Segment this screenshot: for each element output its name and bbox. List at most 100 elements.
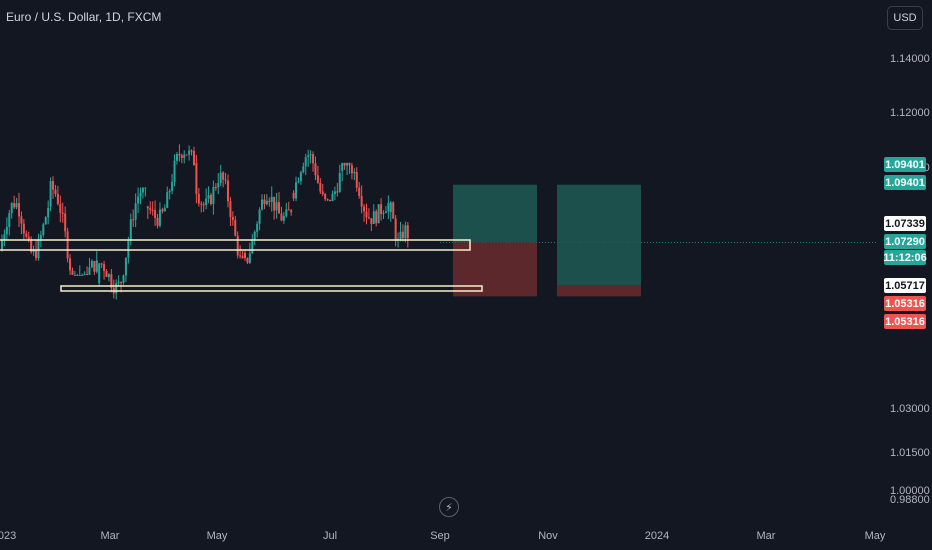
candle-body — [302, 166, 305, 173]
candle-body — [406, 225, 409, 239]
price-label-target: 1.09401 — [884, 175, 926, 190]
candle-body — [137, 196, 140, 204]
candle-body — [61, 212, 64, 214]
candle-body — [384, 211, 387, 213]
candle-body — [319, 182, 322, 192]
candle-body — [299, 172, 302, 182]
candle-body — [3, 234, 6, 241]
price-label-stop: 1.05316 — [884, 314, 926, 329]
candle-body — [209, 195, 212, 205]
candle-body — [377, 204, 380, 224]
candle-body — [285, 209, 288, 217]
candle-body — [338, 173, 341, 192]
candle-body — [151, 209, 154, 211]
candle-body — [10, 203, 13, 214]
candle-body — [175, 154, 178, 161]
candlestick-chart[interactable] — [0, 0, 878, 522]
candle-body — [129, 219, 132, 241]
candle-body — [117, 282, 120, 284]
candle-body — [241, 255, 244, 259]
symbol-title[interactable]: Euro / U.S. Dollar, 1D, FXCM — [6, 10, 162, 24]
candle-body — [287, 209, 290, 211]
candle-body — [367, 217, 370, 219]
candle-body — [100, 263, 103, 265]
candle-body — [156, 217, 159, 226]
time-tick-label: 2024 — [644, 530, 670, 542]
candle-body — [304, 157, 307, 167]
candle-body — [64, 213, 67, 232]
candle-body — [107, 274, 110, 277]
candle-body — [180, 155, 183, 158]
candle-body — [273, 196, 276, 211]
chart-area[interactable] — [0, 0, 878, 522]
price-label-neutral: 1.07339 — [884, 216, 926, 231]
candle-body — [292, 192, 295, 199]
candle-body — [202, 204, 205, 206]
candle-body — [265, 200, 268, 205]
candle-body — [248, 253, 251, 263]
candle-body — [358, 187, 361, 197]
candle-body — [333, 191, 336, 195]
currency-button[interactable]: USD — [887, 6, 923, 30]
candle-body — [329, 199, 332, 202]
time-tick-label: May — [206, 530, 228, 542]
candle-body — [18, 203, 21, 217]
candle-body — [214, 187, 217, 189]
candle-body — [350, 165, 353, 174]
time-tick-label: 2023 — [0, 530, 17, 542]
price-tick-label: 1.03000 — [890, 403, 930, 415]
price-tick-label: 0.98800 — [890, 494, 930, 506]
candle-body — [341, 162, 344, 172]
candle-body — [86, 274, 89, 276]
candle-body — [1, 240, 3, 251]
candle-body — [141, 187, 144, 193]
candle-body — [309, 154, 312, 156]
candle-body — [146, 206, 149, 209]
time-tick-label: May — [864, 530, 886, 542]
candle-body — [270, 196, 273, 203]
candle-body — [42, 224, 45, 236]
candle-body — [399, 231, 402, 239]
replay-icon[interactable]: ⚡ — [439, 497, 459, 517]
price-tick-label: 1.12000 — [890, 107, 930, 119]
candle-body — [394, 218, 397, 241]
candle-body — [280, 213, 283, 221]
candle-body — [192, 151, 195, 166]
candle-body — [25, 233, 28, 237]
candle-body — [190, 150, 193, 152]
candle-body — [168, 190, 171, 193]
candle-body — [217, 183, 220, 188]
candle-body — [115, 283, 118, 294]
candle-body — [163, 207, 166, 212]
candle-body — [314, 163, 317, 176]
candle-body — [185, 154, 188, 156]
candle-body — [282, 216, 285, 221]
candle-body — [207, 195, 210, 199]
price-label-countdown: 11:12:06 — [883, 250, 927, 265]
stop-loss-zone — [557, 285, 641, 297]
candle-body — [392, 202, 395, 219]
candle-body — [343, 162, 346, 166]
candle-body — [234, 220, 237, 236]
time-tick-label: Jul — [322, 530, 338, 542]
candle-body — [246, 257, 249, 263]
candle-body — [326, 199, 329, 201]
candle-body — [39, 235, 42, 239]
candle-body — [132, 219, 135, 221]
candle-body — [268, 200, 271, 203]
candle-body — [8, 213, 11, 228]
candle-body — [98, 263, 101, 284]
candle-body — [251, 239, 254, 254]
candle-body — [290, 210, 293, 213]
candle-body — [122, 275, 125, 283]
candle-body — [35, 249, 38, 259]
candle-body — [37, 238, 40, 259]
candle-body — [226, 180, 229, 202]
candle-body — [222, 172, 225, 180]
price-label-target: 1.09401 — [884, 157, 926, 172]
candle-body — [73, 274, 76, 276]
candle-body — [365, 211, 368, 218]
candle-body — [149, 208, 152, 210]
candle-body — [134, 203, 137, 220]
candle-body — [171, 181, 174, 191]
